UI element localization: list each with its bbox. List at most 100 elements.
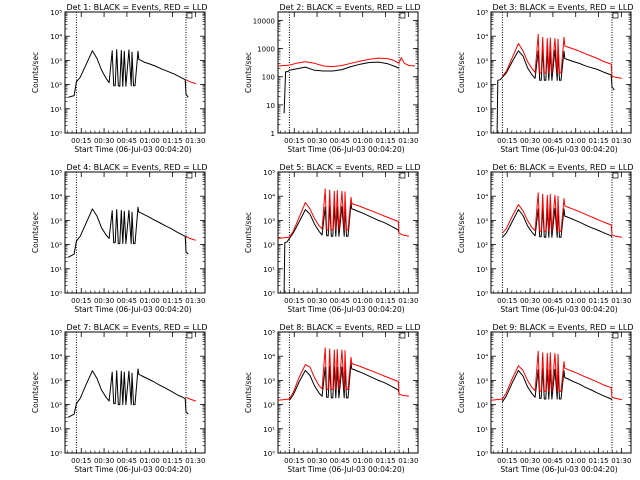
x-tick-label: 01:30	[398, 137, 418, 145]
series-events-line	[501, 368, 613, 403]
plot-frame	[277, 331, 419, 454]
series-lld-line	[185, 235, 197, 241]
y-tick-label: 10²	[263, 242, 275, 250]
marker-box	[399, 172, 406, 179]
series-lld-line	[185, 396, 197, 402]
x-tick-label: 00:15	[497, 137, 517, 145]
y-tick-label: 10³	[50, 57, 62, 65]
x-tick-label: 01:30	[611, 137, 631, 145]
y-tick-label: 10⁴	[263, 353, 275, 361]
x-tick-label: 01:00	[140, 137, 160, 145]
y-tick-label: 10⁴	[476, 353, 488, 361]
y-axis-title: Counts/sec	[457, 52, 466, 93]
y-tick-label: 10⁴	[50, 193, 62, 201]
y-tick-label: 10²	[50, 82, 62, 90]
x-axis-title: Start Time (06-Jul-03 00:04:20)	[287, 305, 404, 314]
marker-box	[186, 12, 193, 19]
x-tick-label: 00:45	[117, 297, 137, 305]
series-events-line	[283, 61, 400, 114]
marker-box	[612, 12, 619, 19]
y-tick-label: 10⁵	[50, 329, 62, 337]
y-tick-label: 10⁵	[476, 169, 488, 177]
x-tick-label: 01:00	[566, 297, 586, 305]
plot-frame	[64, 11, 206, 134]
y-tick-label: 10⁵	[476, 9, 488, 17]
series-events-line	[67, 206, 189, 258]
panel-title: Det 2: BLACK = Events, RED = LLD	[280, 3, 421, 12]
y-tick-label: 10³	[50, 377, 62, 385]
panel-title: Det 8: BLACK = Events, RED = LLD	[280, 323, 421, 332]
y-tick-label: 10⁰	[476, 130, 488, 138]
plot-frame	[490, 331, 632, 454]
series-events-line	[288, 363, 400, 401]
panel-title: Det 3: BLACK = Events, RED = LLD	[493, 3, 634, 12]
x-tick-label: 00:45	[543, 297, 563, 305]
y-axis-title: Counts/sec	[244, 212, 253, 253]
panel-title: Det 4: BLACK = Events, RED = LLD	[67, 163, 208, 172]
x-tick-label: 00:15	[497, 457, 517, 465]
x-tick-label: 01:00	[140, 457, 160, 465]
panel-title: Det 1: BLACK = Events, RED = LLD	[67, 3, 208, 12]
y-tick-label: 10⁵	[476, 329, 488, 337]
x-tick-label: 01:30	[185, 297, 205, 305]
marker-box	[186, 332, 193, 339]
x-axis-title: Start Time (06-Jul-03 00:04:20)	[500, 305, 617, 314]
y-tick-label: 10⁰	[50, 290, 62, 298]
x-tick-label: 01:30	[398, 297, 418, 305]
y-tick-label: 10³	[476, 377, 488, 385]
y-tick-label: 1	[271, 130, 275, 138]
x-tick-label: 00:30	[307, 457, 327, 465]
y-tick-label: 10⁰	[50, 130, 62, 138]
y-tick-label: 10¹	[263, 426, 275, 434]
x-axis-title: Start Time (06-Jul-03 00:04:20)	[287, 145, 404, 154]
x-tick-label: 00:15	[284, 457, 304, 465]
panel-title: Det 5: BLACK = Events, RED = LLD	[280, 163, 421, 172]
x-tick-label: 01:15	[162, 457, 182, 465]
y-tick-label: 1000	[257, 46, 275, 54]
series-lld-line	[502, 33, 622, 79]
x-axis-title: Start Time (06-Jul-03 00:04:20)	[500, 465, 617, 474]
y-tick-label: 10³	[263, 377, 275, 385]
x-tick-label: 01:15	[588, 137, 608, 145]
x-tick-label: 01:15	[375, 457, 395, 465]
plot-frame	[64, 331, 206, 454]
y-axis-title: Counts/sec	[457, 212, 466, 253]
x-tick-label: 00:30	[94, 457, 114, 465]
y-axis-title: Counts/sec	[31, 212, 40, 253]
x-tick-label: 00:15	[71, 137, 91, 145]
x-axis-title: Start Time (06-Jul-03 00:04:20)	[287, 465, 404, 474]
y-tick-label: 10¹	[50, 106, 62, 114]
x-tick-label: 01:15	[162, 297, 182, 305]
x-tick-label: 01:15	[375, 137, 395, 145]
y-axis-title: Counts/sec	[244, 372, 253, 413]
y-tick-label: 10⁵	[50, 9, 62, 17]
y-tick-label: 10⁰	[263, 290, 275, 298]
y-tick-label: 10²	[50, 402, 62, 410]
series-lld-line	[278, 57, 416, 68]
x-tick-label: 01:15	[588, 457, 608, 465]
y-axis-title: Counts/sec	[31, 52, 40, 93]
y-tick-label: 10⁴	[476, 33, 488, 41]
x-tick-label: 00:30	[94, 297, 114, 305]
x-tick-label: 00:45	[117, 457, 137, 465]
detector-panel-2: 1 10 100 1000 10000 00:15 00:30 00:45 01:00 01:15…	[244, 3, 420, 154]
series-lld-line	[185, 79, 197, 85]
x-axis-title: Start Time (06-Jul-03 00:04:20)	[74, 145, 191, 154]
y-tick-label: 10¹	[50, 426, 62, 434]
panel-title: Det 7: BLACK = Events, RED = LLD	[67, 323, 208, 332]
y-tick-label: 10²	[50, 242, 62, 250]
y-tick-label: 10⁵	[50, 169, 62, 177]
x-tick-label: 01:15	[162, 137, 182, 145]
y-tick-label: 10⁴	[476, 193, 488, 201]
y-tick-label: 10²	[476, 242, 488, 250]
y-tick-label: 10⁵	[263, 169, 275, 177]
y-tick-label: 10²	[476, 82, 488, 90]
series-events-line	[283, 203, 400, 293]
y-tick-label: 10	[266, 102, 275, 110]
